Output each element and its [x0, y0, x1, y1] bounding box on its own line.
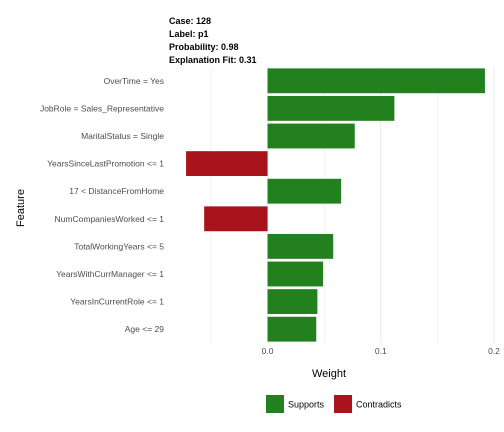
y-tick-label: 17 < DistanceFromHome — [69, 186, 164, 196]
label-label: Label: p1 — [169, 29, 209, 39]
legend: Supports Contradicts — [266, 395, 402, 413]
legend-swatch — [266, 395, 284, 413]
x-axis-title: Weight — [312, 368, 346, 380]
x-tick-label: 0.1 — [375, 346, 387, 356]
bar-5 — [204, 206, 268, 232]
bar-1 — [267, 95, 395, 121]
y-tick-label: OverTime = Yes — [104, 76, 164, 86]
y-axis-title: Feature — [15, 189, 27, 227]
y-tick-label: MaritalStatus = Single — [81, 131, 164, 141]
bar-4 — [267, 178, 342, 204]
y-tick-label: Age <= 29 — [125, 324, 165, 334]
legend-swatch — [334, 395, 353, 413]
probability-label: Probability: 0.98 — [169, 42, 239, 52]
y-tick-label: NumCompaniesWorked <= 1 — [55, 214, 165, 224]
bar-0 — [267, 68, 485, 94]
bar-8 — [267, 289, 318, 315]
bar-2 — [267, 123, 355, 149]
x-axis-ticks: 0.0 0.1 0.2 — [262, 346, 501, 356]
bar-6 — [267, 233, 334, 259]
chart-header: Case: 128 Label: p1 Probability: 0.98 Ex… — [169, 16, 257, 65]
legend-label: Contradicts — [356, 400, 402, 410]
y-tick-label: YearsInCurrentRole <= 1 — [70, 297, 164, 307]
y-tick-label: YearsSinceLastPromotion <= 1 — [47, 159, 164, 169]
y-axis-labels: OverTime = Yes JobRole = Sales_Representa… — [40, 76, 164, 334]
bar-9 — [267, 316, 317, 342]
x-tick-label: 0.2 — [488, 346, 500, 356]
explanation-fit-label: Explanation Fit: 0.31 — [169, 55, 257, 65]
y-tick-label: JobRole = Sales_Representative — [40, 103, 164, 113]
bars — [186, 68, 485, 342]
legend-label: Supports — [288, 400, 325, 410]
bar-3 — [186, 151, 268, 177]
bar-7 — [267, 261, 324, 287]
y-tick-label: YearsWithCurrManager <= 1 — [56, 269, 164, 279]
x-tick-label: 0.0 — [262, 346, 274, 356]
y-tick-label: TotalWorkingYears <= 5 — [74, 241, 164, 251]
case-label: Case: 128 — [169, 16, 211, 26]
